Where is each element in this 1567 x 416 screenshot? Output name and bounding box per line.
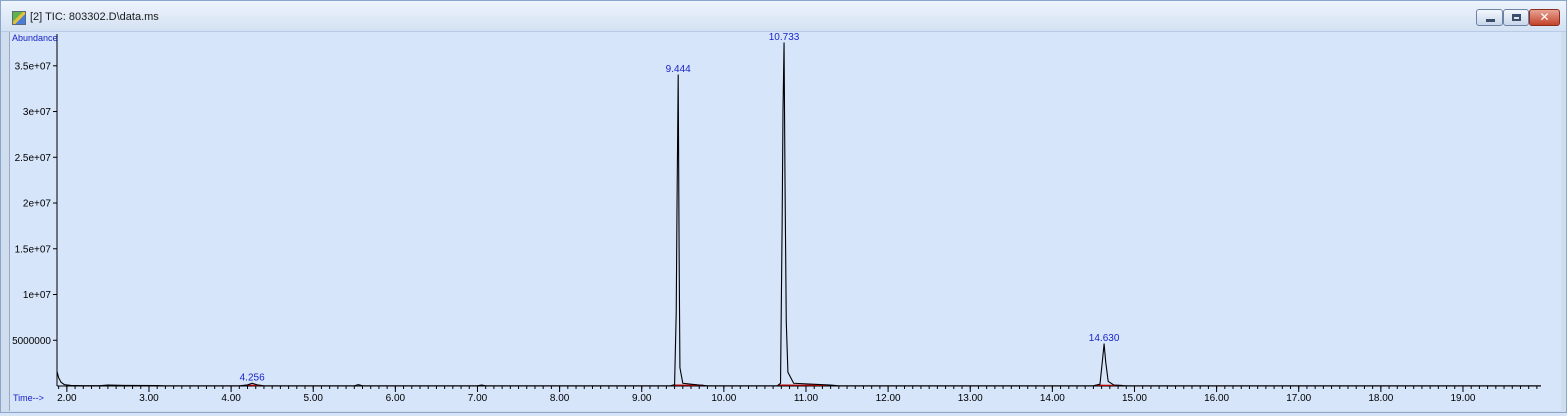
tic-trace xyxy=(57,43,1541,386)
minimize-icon xyxy=(1486,19,1495,22)
x-tick-label: 11.00 xyxy=(794,393,819,404)
y-tick-label: 1.5e+07 xyxy=(15,244,52,255)
x-tick-label: 10.00 xyxy=(711,393,736,404)
title-bar[interactable]: [2] TIC: 803302.D\data.ms ✕ xyxy=(1,1,1566,32)
x-tick-label: 3.00 xyxy=(139,393,159,404)
x-tick-label: 2.00 xyxy=(57,393,77,404)
peak-label: 9.444 xyxy=(666,64,691,75)
chromatogram-chart: 5000000 1e+07 1.5e+07 2e+07 2.5e+07 3e+07 3.5e… xyxy=(10,32,1561,411)
x-tick-label: 13.00 xyxy=(958,393,983,404)
y-tick-label: 5000000 xyxy=(12,336,51,347)
window-title: [2] TIC: 803302.D\data.ms xyxy=(30,11,159,23)
x-axis-title: Time--> xyxy=(13,393,44,403)
x-tick-label: 14.00 xyxy=(1040,393,1065,404)
plot-area[interactable]: 5000000 1e+07 1.5e+07 2e+07 2.5e+07 3e+07 3.5e… xyxy=(9,32,1561,411)
restore-icon xyxy=(1512,14,1521,21)
x-tick-label: 8.00 xyxy=(550,393,570,404)
x-tick-label: 7.00 xyxy=(468,393,488,404)
x-tick-label: 15.00 xyxy=(1122,393,1147,404)
x-tick-label: 4.00 xyxy=(221,393,241,404)
peak-label: 14.630 xyxy=(1089,333,1120,344)
y-tick-label: 1e+07 xyxy=(23,290,52,301)
tic-trace-group xyxy=(57,43,1541,386)
y-tick-label: 2e+07 xyxy=(23,199,52,210)
peak-label: 10.733 xyxy=(769,32,800,43)
y-tick-label: 3.5e+07 xyxy=(15,61,52,72)
y-tick-label: 2.5e+07 xyxy=(15,153,52,164)
restore-button[interactable] xyxy=(1503,9,1529,26)
minimize-button[interactable] xyxy=(1476,9,1503,26)
peak-label: 4.256 xyxy=(240,372,265,383)
axes-group: 5000000 1e+07 1.5e+07 2e+07 2.5e+07 3e+07 3.5e… xyxy=(12,34,1541,404)
app-icon xyxy=(12,11,26,25)
x-tick-label: 16.00 xyxy=(1204,393,1229,404)
close-icon: ✕ xyxy=(1530,10,1559,25)
x-tick-label: 6.00 xyxy=(386,393,406,404)
y-tick-label: 3e+07 xyxy=(23,107,52,118)
x-tick-label: 5.00 xyxy=(303,393,323,404)
x-tick-label: 19.00 xyxy=(1450,393,1475,404)
close-button[interactable]: ✕ xyxy=(1529,9,1560,26)
x-tick-label: 9.00 xyxy=(632,393,652,404)
x-tick-label: 12.00 xyxy=(876,393,901,404)
y-axis-title: Abundance xyxy=(12,33,58,43)
x-tick-label: 18.00 xyxy=(1368,393,1393,404)
x-tick-label: 17.00 xyxy=(1286,393,1311,404)
